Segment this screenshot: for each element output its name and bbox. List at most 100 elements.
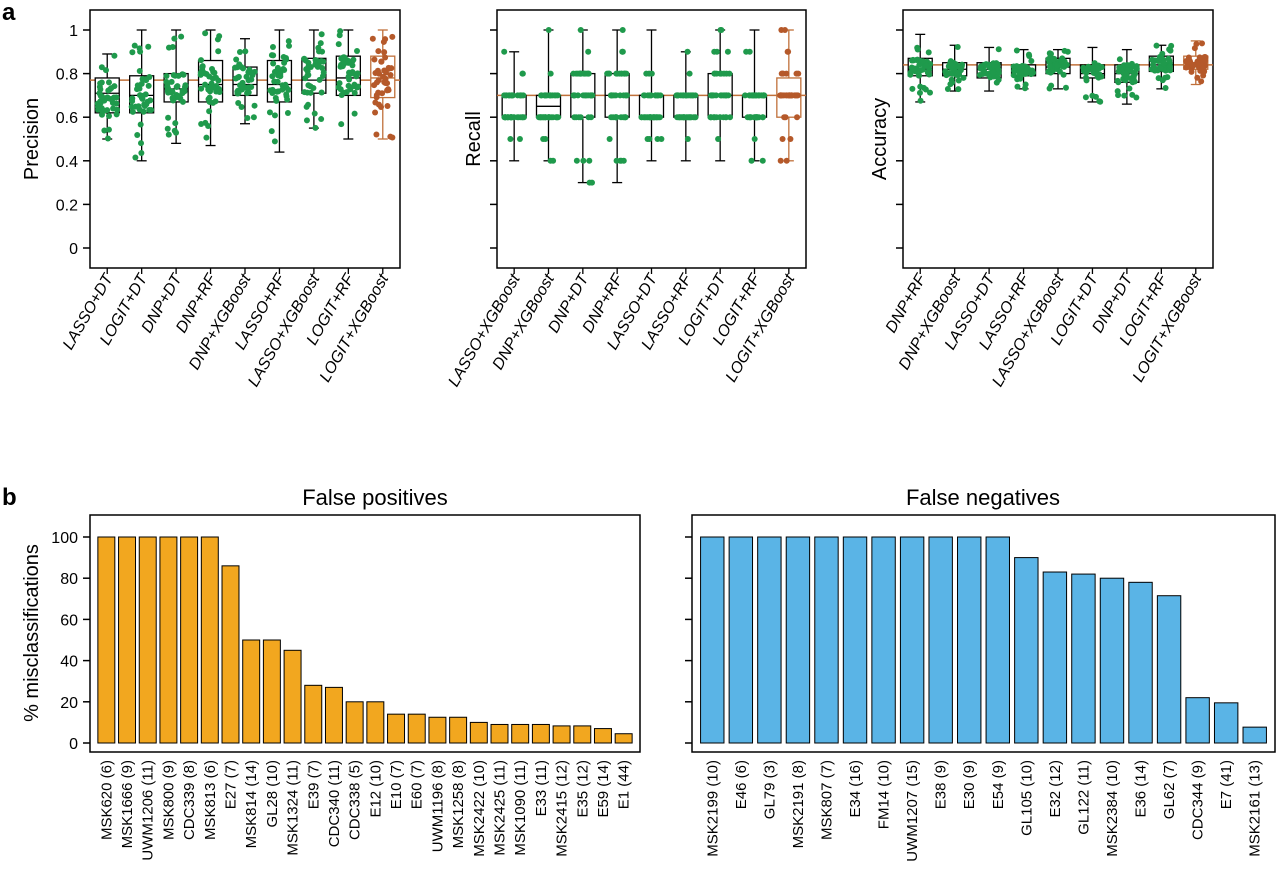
data-point <box>673 92 680 99</box>
data-point <box>686 70 693 77</box>
data-point <box>1023 68 1030 75</box>
data-point <box>920 58 927 65</box>
data-point <box>354 47 361 54</box>
data-point <box>172 120 179 127</box>
data-point <box>691 114 698 121</box>
data-point <box>748 157 755 164</box>
data-point <box>1010 72 1017 79</box>
category-label: MSK2384 (10) <box>1104 760 1121 857</box>
data-point <box>1016 69 1023 76</box>
bar <box>1156 595 1182 744</box>
data-point <box>711 48 718 55</box>
bar <box>1099 577 1125 744</box>
data-point <box>1064 48 1071 55</box>
bar <box>262 639 281 744</box>
data-point <box>647 92 654 99</box>
data-point <box>1056 68 1063 75</box>
data-point <box>760 92 767 99</box>
data-point <box>944 85 951 92</box>
data-point <box>781 114 788 121</box>
data-point <box>787 136 794 142</box>
data-point <box>355 83 362 90</box>
data-point <box>1166 57 1173 64</box>
data-point <box>173 129 180 136</box>
data-point <box>382 54 389 61</box>
data-point <box>94 103 101 110</box>
data-point <box>202 30 209 37</box>
bar <box>407 713 426 744</box>
data-point <box>646 136 653 142</box>
y-tick-label: 0.8 <box>56 67 78 84</box>
bar <box>957 536 982 744</box>
data-point <box>915 72 922 79</box>
data-point <box>1062 84 1069 91</box>
data-point <box>136 45 143 52</box>
data-point <box>1046 63 1053 70</box>
bar <box>180 536 199 744</box>
data-point <box>318 89 325 96</box>
data-point <box>1026 53 1033 60</box>
data-point <box>373 92 380 99</box>
data-point <box>571 114 578 121</box>
data-point <box>545 114 552 121</box>
data-point <box>583 92 590 99</box>
data-point <box>305 82 312 89</box>
data-point <box>371 56 378 63</box>
data-point <box>163 73 170 80</box>
data-point <box>620 157 627 164</box>
data-point <box>755 92 762 99</box>
data-point <box>917 97 924 104</box>
data-point <box>165 131 172 138</box>
data-point <box>266 109 273 116</box>
data-point <box>619 48 626 55</box>
bar <box>200 536 219 744</box>
data-point <box>105 126 112 133</box>
category-label: CDC344 (9) <box>1190 760 1207 840</box>
data-point <box>720 70 727 77</box>
data-point <box>141 101 148 108</box>
data-point <box>747 114 754 121</box>
data-point <box>203 134 210 141</box>
chart-title: False positives <box>302 485 448 510</box>
bar <box>728 536 754 744</box>
category-label: E27 (7) <box>223 760 240 809</box>
category-label: MSK2199 (10) <box>704 760 721 857</box>
bar <box>324 686 343 744</box>
data-point <box>1131 78 1138 85</box>
data-point <box>232 64 239 71</box>
category-label: E59 (14) <box>595 760 612 818</box>
data-point <box>909 85 916 92</box>
data-point <box>793 70 800 77</box>
data-point <box>375 77 382 84</box>
data-point <box>793 92 800 99</box>
data-point <box>550 157 557 164</box>
data-point <box>318 116 325 123</box>
bar <box>928 536 953 744</box>
data-point <box>285 38 292 45</box>
data-point <box>1092 93 1099 100</box>
y-tick-label: 0.2 <box>56 197 78 214</box>
data-point <box>215 48 222 55</box>
bar <box>366 701 385 744</box>
bar <box>221 565 240 744</box>
category-label: MSK2425 (11) <box>492 760 509 856</box>
data-point <box>1166 63 1173 70</box>
data-point <box>926 89 933 96</box>
bar <box>899 536 925 744</box>
bar <box>700 536 725 744</box>
data-point <box>271 112 278 119</box>
data-point <box>135 103 142 110</box>
data-point <box>179 98 186 105</box>
data-point <box>373 131 380 138</box>
data-point <box>336 32 343 39</box>
data-point <box>106 113 113 120</box>
data-point <box>586 179 593 186</box>
data-point <box>910 65 917 72</box>
data-point <box>137 121 144 128</box>
data-point <box>1126 85 1133 92</box>
data-point <box>236 49 243 56</box>
data-point <box>303 117 310 124</box>
data-point <box>540 136 547 142</box>
bar <box>985 536 1010 744</box>
data-point <box>1050 56 1057 63</box>
